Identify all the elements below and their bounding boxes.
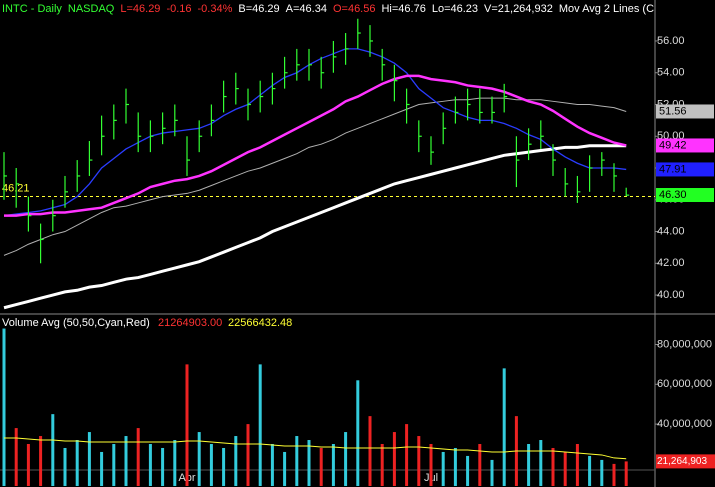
volume-bar bbox=[112, 444, 116, 486]
moving-average bbox=[3, 144, 627, 310]
price-tag-label: 46.30 bbox=[659, 189, 687, 201]
y-tick-label: 44.00 bbox=[657, 225, 685, 237]
y-tick-label: 40,000,000 bbox=[657, 418, 712, 430]
volume-tag bbox=[656, 454, 715, 469]
volume-avg-last: 22566432.48 bbox=[228, 317, 292, 329]
header-item: B=46.29 bbox=[238, 3, 279, 15]
volume-bar bbox=[75, 440, 79, 486]
volume-bar bbox=[87, 432, 91, 486]
price-tag bbox=[656, 104, 714, 119]
volume-bar bbox=[2, 328, 6, 486]
volume-bar bbox=[148, 444, 152, 486]
volume-bar bbox=[490, 459, 494, 486]
volume-bar bbox=[527, 444, 531, 486]
volume-bar bbox=[185, 364, 189, 486]
volume-bar bbox=[161, 447, 165, 486]
price-tag-label: 47.91 bbox=[659, 163, 687, 175]
header-item: V=21,264,932 bbox=[484, 3, 553, 15]
volume-bar bbox=[539, 440, 543, 486]
volume-average bbox=[4, 437, 627, 460]
volume-bar bbox=[246, 424, 250, 486]
volume-bar bbox=[563, 451, 567, 486]
volume-bar bbox=[612, 463, 616, 486]
header-item: Hi=46.76 bbox=[381, 3, 425, 15]
y-tick-label: 54.00 bbox=[657, 67, 685, 79]
moving-average bbox=[4, 74, 627, 217]
y-tick-label: 56.00 bbox=[657, 35, 685, 47]
volume-bar bbox=[551, 447, 555, 486]
volume-bar bbox=[124, 436, 128, 486]
volume-bar bbox=[331, 444, 335, 486]
volume-bar bbox=[39, 436, 43, 486]
volume-bar bbox=[63, 447, 67, 486]
y-tick-label: 80,000,000 bbox=[657, 338, 712, 350]
price-tag-label: 51.56 bbox=[659, 105, 687, 117]
volume-last: 21264903.00 bbox=[158, 317, 222, 329]
header-item: NASDAQ bbox=[68, 3, 115, 15]
y-tick-label: 40.00 bbox=[657, 289, 685, 301]
volume-bar bbox=[429, 444, 433, 486]
header-item: A=46.34 bbox=[286, 3, 327, 15]
volume-bar bbox=[466, 455, 470, 486]
volume-bar bbox=[51, 414, 55, 486]
header-item: INTC - Daily bbox=[2, 3, 62, 15]
price-tag bbox=[656, 188, 714, 203]
volume-bar bbox=[222, 447, 226, 486]
volume-bar bbox=[575, 444, 579, 486]
moving-average bbox=[3, 97, 627, 256]
volume-bar bbox=[441, 451, 445, 486]
volume-bar bbox=[344, 432, 348, 486]
header: INTC - Daily NASDAQ L=46.29 -0.16 -0.34% B=46… bbox=[2, 3, 654, 15]
volume-bar bbox=[453, 447, 457, 486]
header-item: Lo=46.23 bbox=[432, 3, 478, 15]
volume-bar bbox=[405, 424, 409, 486]
price-tag bbox=[656, 162, 714, 177]
volume-bar bbox=[356, 380, 360, 486]
volume-bar bbox=[319, 447, 323, 486]
volume-bar bbox=[26, 444, 30, 486]
y-tick-label: 42.00 bbox=[657, 257, 685, 269]
price-tag-label: 49.42 bbox=[659, 139, 687, 151]
volume-bar bbox=[270, 444, 274, 486]
volume-bar bbox=[624, 461, 628, 486]
volume-bar bbox=[600, 459, 604, 486]
moving-average bbox=[3, 48, 627, 217]
volume-bar bbox=[136, 428, 140, 486]
volume-bar bbox=[478, 444, 482, 486]
volume-tag-label: 21,264,903 bbox=[657, 456, 707, 467]
volume-title: Volume Avg (50,50,Cyan,Red) bbox=[2, 317, 150, 329]
volume-bar bbox=[417, 436, 421, 486]
header-item: O=46.56 bbox=[333, 3, 376, 15]
volume-bar bbox=[380, 444, 384, 486]
y-tick-label: 60,000,000 bbox=[657, 378, 712, 390]
volume-bar bbox=[283, 451, 287, 486]
volume-bar bbox=[209, 444, 213, 486]
header-item: -0.16 bbox=[166, 3, 191, 15]
header-item: -0.34% bbox=[198, 3, 233, 15]
volume-bar bbox=[100, 451, 104, 486]
volume-bar bbox=[197, 432, 201, 486]
price-tag bbox=[656, 138, 714, 153]
header-item: Mov Avg 2 Lines (C bbox=[559, 3, 654, 15]
volume-bar bbox=[295, 436, 299, 486]
volume-bar bbox=[392, 432, 396, 486]
header-item: L=46.29 bbox=[120, 3, 160, 15]
volume-bar bbox=[14, 428, 18, 486]
volume-bar bbox=[588, 455, 592, 486]
volume-bar bbox=[368, 416, 372, 486]
volume-bar bbox=[234, 436, 238, 486]
volume-bar bbox=[173, 440, 177, 486]
volume-bar bbox=[307, 440, 311, 486]
volume-bar bbox=[258, 364, 262, 486]
volume-bar bbox=[502, 368, 506, 486]
